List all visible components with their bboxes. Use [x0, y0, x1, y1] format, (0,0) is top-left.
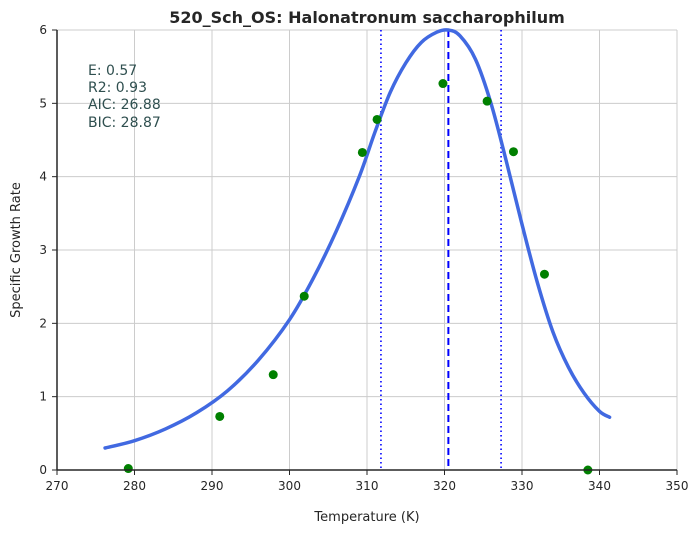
stat-e: E: 0.57	[88, 63, 137, 79]
fit-curve-group	[103, 28, 612, 450]
stats-box: E: 0.57 R2: 0.93 AIC: 26.88 BIC: 28.87	[88, 63, 161, 131]
x-tick-label-3: 300	[278, 479, 301, 493]
data-point-6	[438, 79, 448, 89]
data-point-4	[357, 147, 367, 157]
y-tick-label-6: 6	[39, 23, 47, 37]
x-tick-labels: 270 280 290 300 310 320 330 340 350	[46, 479, 689, 493]
x-tick-label-0: 270	[46, 479, 69, 493]
data-point-5	[372, 114, 382, 124]
x-axis-label: Temperature (K)	[313, 510, 419, 525]
data-point-1	[215, 411, 225, 421]
y-tick-label-0: 0	[39, 463, 47, 477]
grid-lines	[56, 29, 678, 471]
chart-title: 520_Sch_OS: Halonatronum saccharophilum	[169, 8, 565, 27]
x-tick-label-8: 350	[666, 479, 689, 493]
y-axis-label: Specific Growth Rate	[9, 182, 24, 318]
axes	[52, 29, 678, 475]
data-point-8	[508, 147, 518, 157]
stat-r2: R2: 0.93	[88, 80, 147, 96]
data-point-9	[539, 269, 549, 279]
data-point-0	[123, 464, 133, 474]
y-tick-label-1: 1	[39, 390, 47, 404]
stat-aic: AIC: 26.88	[88, 97, 161, 113]
x-tick-label-4: 310	[356, 479, 379, 493]
x-tick-label-1: 280	[123, 479, 146, 493]
data-points	[123, 79, 593, 475]
y-tick-label-5: 5	[39, 96, 47, 110]
y-tick-label-4: 4	[39, 170, 47, 184]
y-tick-label-3: 3	[39, 243, 47, 257]
bound-lines	[380, 30, 502, 470]
x-tick-label-5: 320	[433, 479, 456, 493]
stat-bic: BIC: 28.87	[88, 115, 161, 131]
x-tick-label-7: 340	[588, 479, 611, 493]
fit-curve	[103, 28, 612, 450]
y-tick-labels: 0 1 2 3 4 5 6	[39, 23, 47, 477]
data-point-2	[268, 370, 278, 380]
data-point-7	[482, 96, 492, 106]
x-tick-label-6: 330	[511, 479, 534, 493]
y-tick-label-2: 2	[39, 316, 47, 330]
data-point-3	[299, 291, 309, 301]
x-tick-label-2: 290	[201, 479, 224, 493]
